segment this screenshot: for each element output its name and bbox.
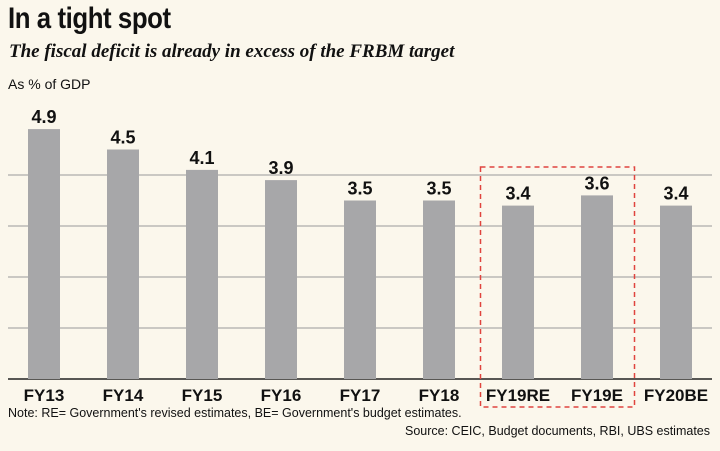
bar xyxy=(502,205,534,379)
bar xyxy=(186,169,218,379)
chart-note: Note: RE= Government's revised estimates… xyxy=(8,406,462,420)
bar xyxy=(28,129,60,379)
bar xyxy=(660,205,692,379)
chart-source: Source: CEIC, Budget documents, RBI, UBS… xyxy=(405,424,710,438)
data-label: 4.5 xyxy=(110,128,135,148)
data-label: 3.9 xyxy=(268,158,293,178)
chart-subtitle: The fiscal deficit is already in excess … xyxy=(9,41,455,62)
x-tick-label: FY14 xyxy=(103,386,144,405)
x-tick-label: FY16 xyxy=(261,386,302,405)
highlight-box-group xyxy=(479,166,636,408)
x-tick-label: FY15 xyxy=(182,386,223,405)
x-tick-label: FY19E xyxy=(571,386,623,405)
bar xyxy=(423,200,455,379)
bar xyxy=(344,200,376,379)
highlight-box xyxy=(479,166,636,408)
data-label: 3.5 xyxy=(347,179,372,199)
y-unit-label: As % of GDP xyxy=(8,76,91,92)
data-label: 4.9 xyxy=(31,107,56,127)
x-tick-label: FY13 xyxy=(24,386,65,405)
bar xyxy=(107,149,139,379)
chart-title: In a tight spot xyxy=(8,2,171,35)
x-tick-label: FY18 xyxy=(419,386,460,405)
data-label: 3.4 xyxy=(663,184,688,204)
x-tick-label: FY19RE xyxy=(486,386,550,405)
bar xyxy=(581,195,613,379)
bars xyxy=(28,129,692,379)
data-label: 3.6 xyxy=(584,173,609,193)
data-label: 3.4 xyxy=(505,184,530,204)
x-tick-label: FY17 xyxy=(340,386,381,405)
bar xyxy=(265,180,297,379)
data-label: 3.5 xyxy=(426,179,451,199)
data-labels: 4.9 4.5 4.1 3.9 3.5 3.5 3.4 3.6 3.4 xyxy=(31,107,688,204)
x-tick-label: FY20BE xyxy=(644,386,708,405)
x-tick-labels: FY13 FY14 FY15 FY16 FY17 FY18 FY19RE FY19E FY20B… xyxy=(24,386,708,405)
data-label: 4.1 xyxy=(189,148,214,168)
